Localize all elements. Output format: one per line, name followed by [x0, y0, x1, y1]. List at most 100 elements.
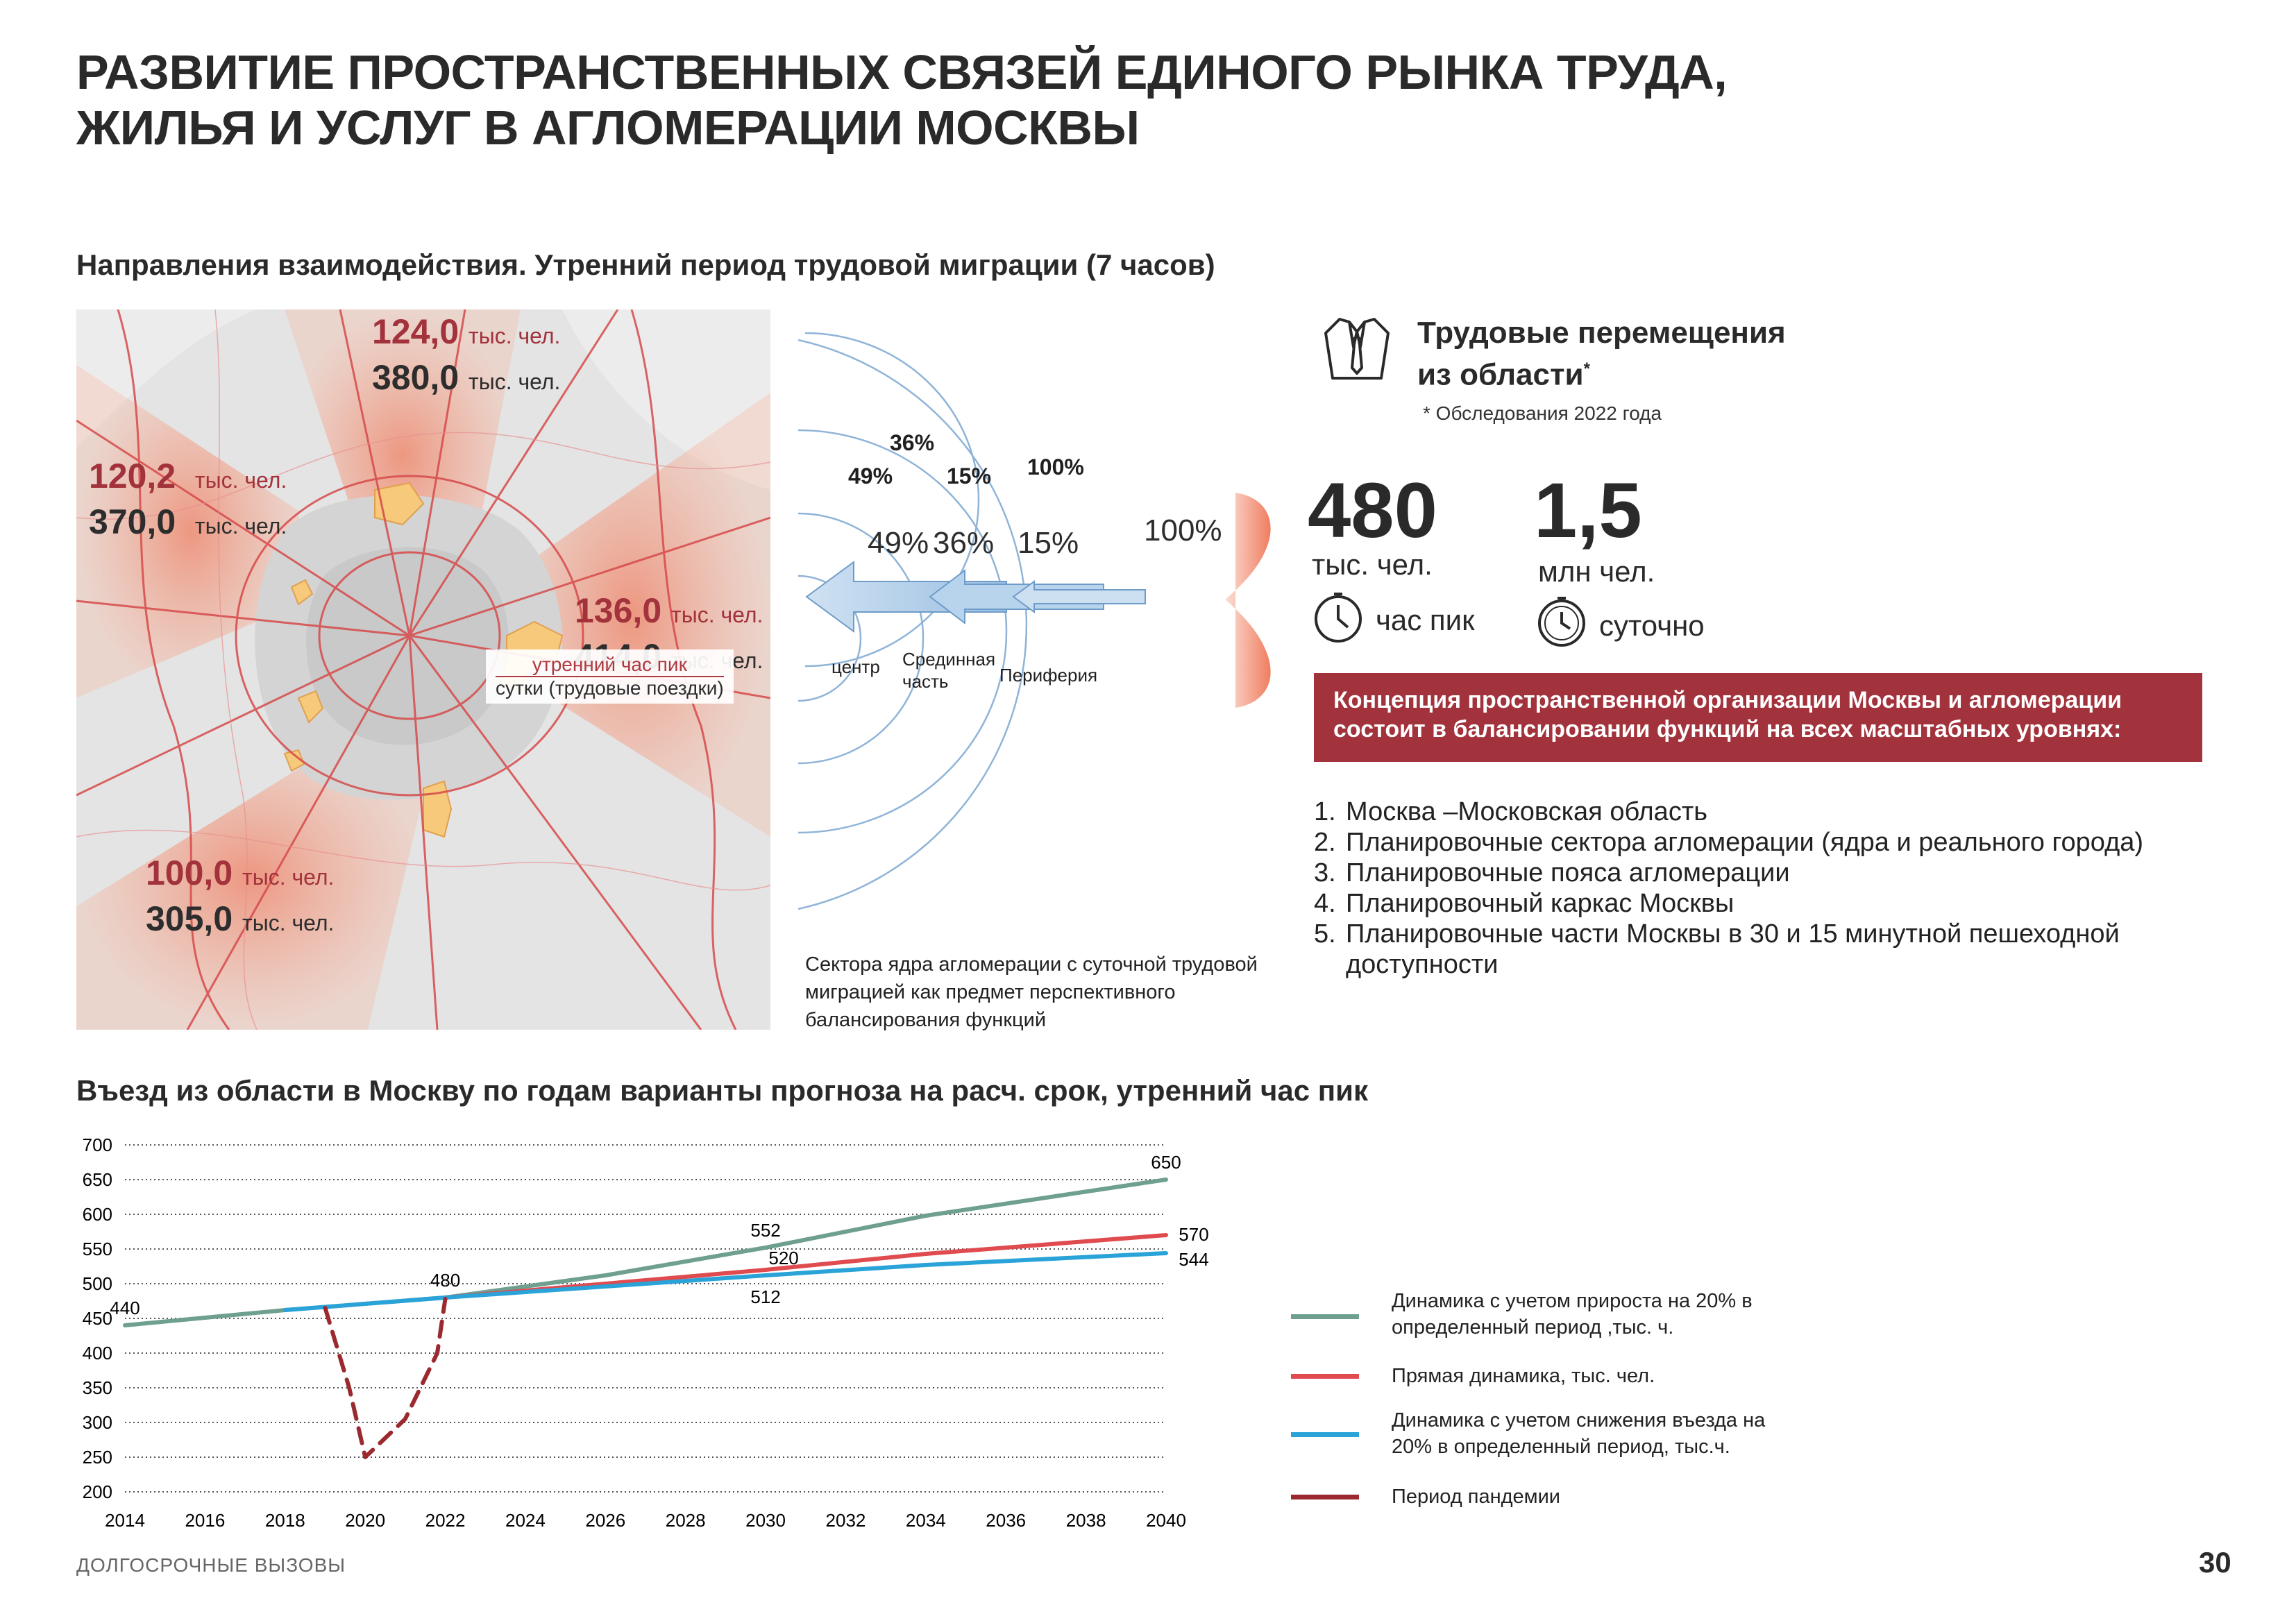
map-label-west: 120,2 тыс. чел. 370,0 тыс. чел. [89, 455, 287, 547]
zone-periphery-label: Периферия [999, 665, 1098, 686]
y-tick-label: 400 [83, 1343, 112, 1363]
travel-heading: Трудовые перемещения из области* [1417, 315, 1786, 393]
legend-swatch-pandemic [1291, 1495, 1359, 1499]
data-label: 520 [768, 1248, 798, 1268]
list-item: 2. Планировочные сектора агломерации (ядр… [1314, 828, 2144, 857]
list-item: 3. Планировочные пояса агломерации [1314, 858, 1790, 887]
peak-value: 480 [1308, 467, 1437, 554]
x-tick-label: 2030 [745, 1510, 786, 1531]
concept-line-2: состоит в балансировании функций на всех… [1333, 716, 2122, 742]
zones-note: Сектора ядра агломерации с суточной труд… [805, 953, 1258, 1031]
x-tick-label: 2038 [1066, 1510, 1106, 1531]
x-tick-label: 2040 [1146, 1510, 1186, 1531]
zone-center-label: центр [832, 656, 880, 677]
top-label-49: 49% [848, 464, 893, 488]
peak-unit: тыс. чел. [1312, 548, 1433, 581]
x-tick-label: 2022 [425, 1510, 466, 1531]
west-day-unit: тыс. чел. [194, 513, 287, 538]
arrow-label-36: 36% [933, 526, 995, 560]
page-title-line-1: РАЗВИТИЕ ПРОСТРАНСТВЕННЫХ СВЯЗЕЙ ЕДИНОГО… [76, 45, 1728, 99]
top-label-36: 36% [890, 430, 935, 455]
east-peak-value: 136,0 [575, 591, 662, 630]
daily-value: 1,5 [1534, 467, 1642, 554]
daily-unit: млн чел. [1538, 555, 1655, 588]
line-chart: 200 250 300 350 400 450 500 550 600 650 700 2014 201… [83, 1135, 1209, 1531]
x-tick-label: 2036 [986, 1510, 1026, 1531]
y-tick-label: 300 [83, 1412, 112, 1433]
concept-banner: Концепция пространственной организации М… [1314, 673, 2202, 762]
map-heading: Направления взаимодействия. Утренний пер… [76, 248, 1215, 281]
data-label: 480 [430, 1270, 460, 1291]
list-item: 1. Москва –Московская область [1314, 797, 1708, 826]
x-tick-label: 2020 [345, 1510, 385, 1531]
legend-direct: Прямая динамика, тыс. чел. [1392, 1365, 1655, 1387]
x-tick-label: 2034 [906, 1510, 946, 1531]
chart-heading: Въезд из области в Москву по годам вариа… [76, 1074, 1368, 1107]
y-tick-label: 350 [83, 1377, 112, 1398]
list-item: 5. Планировочные части Москвы в 30 и 15 м… [1314, 919, 2120, 979]
page-number: 30 [2199, 1546, 2231, 1579]
y-tick-label: 650 [83, 1169, 112, 1190]
y-tick-label: 550 [83, 1239, 112, 1259]
y-tick-label: 700 [83, 1135, 112, 1155]
x-tick-label: 2026 [585, 1510, 625, 1531]
peak-label: час пик [1376, 604, 1475, 636]
series-line-2 [282, 1251, 1168, 1312]
y-tick-label: 450 [83, 1308, 112, 1329]
page-title: РАЗВИТИЕ ПРОСТРАНСТВЕННЫХ СВЯЗЕЙ ЕДИНОГО… [76, 44, 1728, 155]
shirt-icon [1324, 318, 1390, 380]
data-label: 650 [1151, 1152, 1181, 1173]
zone-mid-label-2: часть [902, 671, 949, 692]
legend-growth: Динамика с учетом прироста на 20% в опре… [1392, 1290, 1753, 1339]
clock-icon [1315, 593, 1362, 643]
x-tick-label: 2024 [505, 1510, 546, 1531]
east-peak-unit: тыс. чел. [671, 602, 763, 627]
north-day-unit: тыс. чел. [469, 369, 561, 394]
map-label-southwest: 100,0 тыс. чел. 305,0 тыс. чел. [146, 852, 334, 944]
footer-section: ДОЛГОСРОЧНЫЕ ВЫЗОВЫ [76, 1554, 346, 1576]
west-peak-unit: тыс. чел. [194, 468, 287, 493]
y-tick-label: 250 [83, 1447, 112, 1468]
concept-line-1: Концепция пространственной организации М… [1333, 687, 2122, 713]
zone-mid-label-1: Срединная [902, 649, 996, 670]
southwest-day-value: 305,0 [146, 899, 233, 938]
data-label: 440 [110, 1298, 140, 1318]
southwest-day-unit: тыс. чел. [242, 910, 335, 935]
y-tick-label: 200 [83, 1481, 112, 1502]
legend-pandemic: Период пандемии [1392, 1486, 1561, 1508]
legend-swatch-growth [1291, 1314, 1359, 1319]
page-title-line-2: ЖИЛЬЯ И УСЛУГ В АГЛОМЕРАЦИИ МОСКВЫ [76, 101, 1140, 155]
zones-diagram [798, 332, 1271, 910]
sector-west [76, 365, 305, 698]
travel-heading-line-2: из области* [1417, 351, 1786, 393]
travel-footnote: * Обследования 2022 года [1423, 402, 1662, 424]
legend-decline: Динамика с учетом снижения въезда на 20%… [1392, 1409, 1766, 1458]
arrow-label-49: 49% [868, 526, 929, 560]
levels-list: 1. Москва –Московская область 2. Планирово… [1314, 797, 2216, 980]
map-label-north: 124,0 тыс. чел. 380,0 тыс. чел. [372, 311, 560, 402]
x-tick-label: 2032 [826, 1510, 866, 1531]
map-legend: утренний час пик сутки (трудовые поездки… [486, 649, 734, 704]
arrow-label-100: 100% [1144, 513, 1222, 547]
daily-label: суточно [1599, 609, 1705, 642]
north-peak-unit: тыс. чел. [469, 323, 561, 348]
data-label: 570 [1179, 1224, 1208, 1245]
data-label: 552 [750, 1220, 780, 1241]
legend-swatch-decline [1291, 1432, 1359, 1437]
x-tick-label: 2018 [265, 1510, 305, 1531]
y-tick-label: 500 [83, 1273, 112, 1294]
y-tick-label: 600 [83, 1204, 112, 1225]
southwest-peak-unit: тыс. чел. [242, 865, 335, 890]
top-label-15: 15% [947, 464, 992, 488]
data-label: 544 [1179, 1249, 1208, 1270]
map-legend-peak: утренний час пик [496, 654, 724, 677]
southwest-peak-value: 100,0 [146, 853, 233, 892]
north-peak-value: 124,0 [372, 312, 459, 351]
west-peak-value: 120,2 [89, 457, 176, 495]
clock-icon [1538, 597, 1585, 647]
west-day-value: 370,0 [89, 502, 176, 541]
north-day-value: 380,0 [372, 358, 459, 397]
x-tick-label: 2016 [185, 1510, 225, 1531]
x-tick-label: 2028 [666, 1510, 706, 1531]
travel-heading-asterisk: * [1583, 359, 1590, 378]
